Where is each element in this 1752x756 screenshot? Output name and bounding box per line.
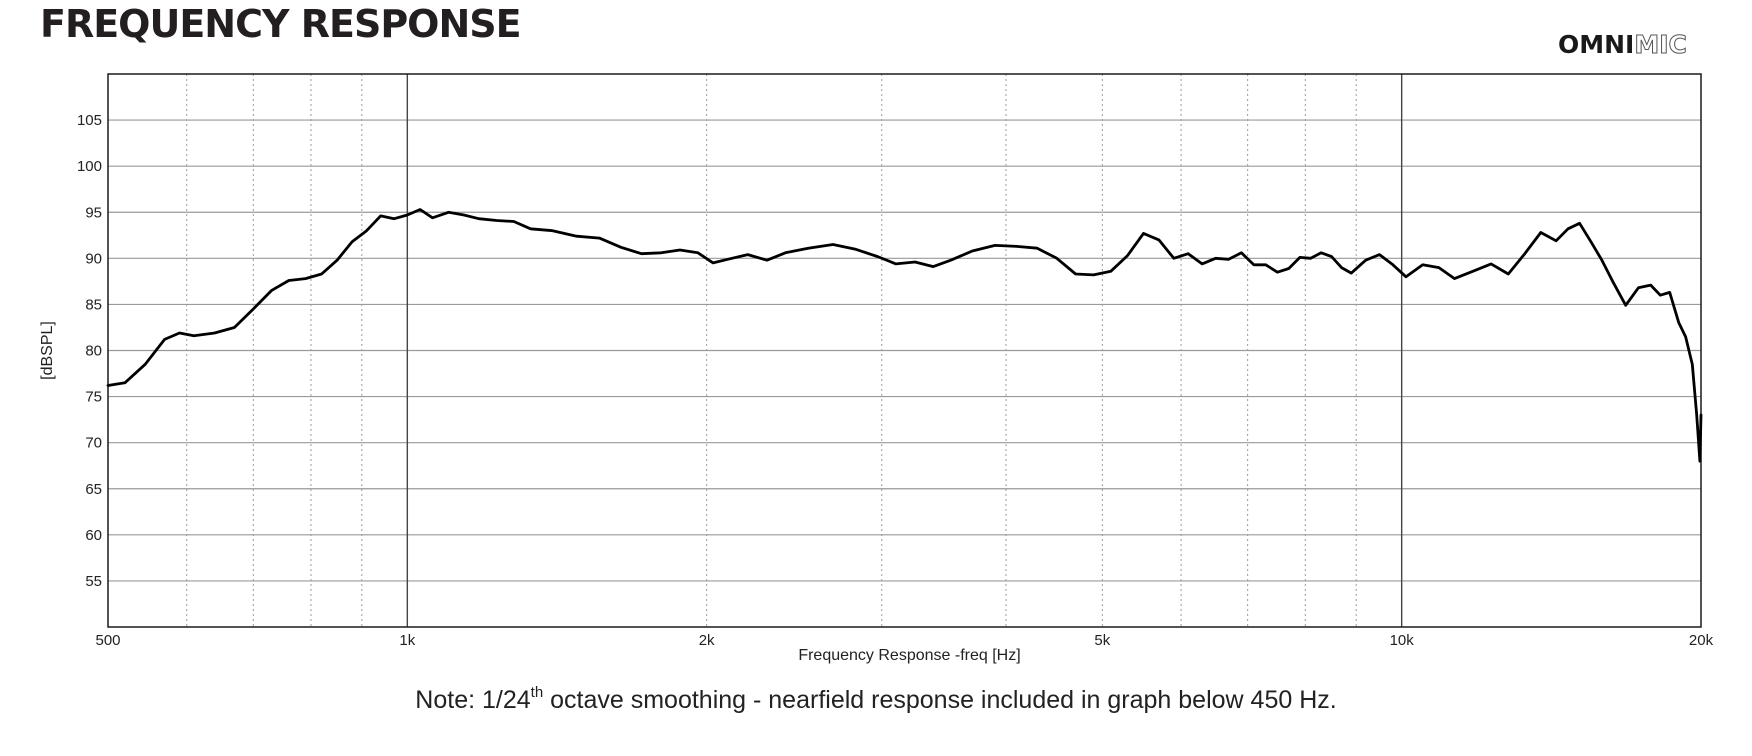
y-tick-label: 75 [85,389,102,406]
x-tick-label: 5k [1094,632,1110,649]
logo-omni-text: OMNI [1558,30,1635,59]
y-tick-label: 55 [85,573,102,590]
y-tick-label: 60 [85,527,102,544]
y-tick-label: 105 [77,112,102,129]
omnimic-logo: OMNIMIC [1558,30,1688,60]
y-tick-label: 85 [85,296,102,313]
note-suffix: octave smoothing - nearfield response in… [543,686,1337,714]
x-tick-label: 20k [1689,632,1714,649]
logo-mic-text: MIC [1634,30,1688,60]
note-prefix: Note: 1/24 [415,686,531,714]
y-tick-label: 95 [85,204,102,221]
grid [108,74,1701,627]
y-tick-label: 70 [85,435,102,452]
y-tick-label: 90 [85,250,102,267]
x-axis-label: Frequency Response -freq [Hz] [798,647,1020,664]
note-superscript: th [530,684,544,701]
y-axis-label: [dBSPL] [39,321,56,380]
y-tick-label: 100 [77,158,102,175]
x-tick-label: 1k [399,632,415,649]
smoothing-note: Note: 1/24th octave smoothing - nearfiel… [0,684,1752,715]
frequency-response-line [106,208,1703,463]
axis-ticks: 55 60 65 70 75 80 85 90 95 100 105 500 1k 2k 5k 10k 20k [77,112,1714,649]
plot-area-frame [107,73,1702,628]
x-tick-label: 2k [699,632,715,649]
chart-title: FREQUENCY RESPONSE [40,2,522,46]
x-tick-label: 500 [95,632,120,649]
y-tick-label: 80 [85,343,102,360]
y-tick-label: 65 [85,481,102,498]
x-tick-label: 10k [1390,632,1415,649]
